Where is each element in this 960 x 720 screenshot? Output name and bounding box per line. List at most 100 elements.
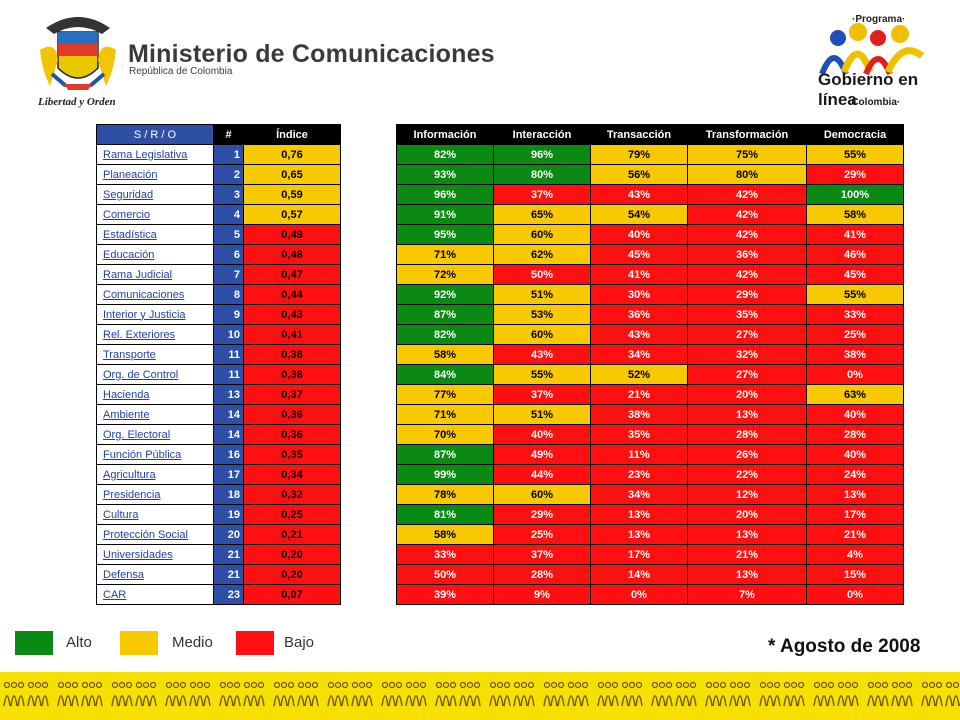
sector-cell[interactable]: Comunicaciones — [96, 284, 214, 305]
person-head-icon — [921, 681, 929, 689]
sector-link[interactable]: Rel. Exteriores — [103, 328, 176, 341]
sector-cell[interactable]: Comercio — [96, 204, 214, 225]
person-head-icon — [567, 681, 575, 689]
rank-cell: 3 — [213, 184, 244, 205]
person-head-icon — [844, 681, 852, 689]
level-cell: 30% — [590, 284, 688, 305]
person-head-icon — [874, 681, 882, 689]
level-cell: 12% — [687, 484, 807, 505]
person-head-icon — [928, 681, 936, 689]
table-row: Interior y Justicia 9 0,43 — [96, 304, 341, 325]
sector-link[interactable]: Org. de Control — [103, 368, 179, 381]
level-cell: 80% — [687, 164, 807, 185]
person-body-icon — [388, 695, 396, 707]
person-head-icon — [27, 681, 35, 689]
sector-link[interactable]: Interior y Justicia — [103, 308, 186, 321]
coat-of-arms-logo — [40, 17, 116, 90]
sector-cell[interactable]: Rama Legislativa — [96, 144, 214, 165]
sector-link[interactable]: Función Pública — [103, 448, 182, 461]
sector-cell[interactable]: Rama Judicial — [96, 264, 214, 285]
sector-link[interactable]: Seguridad — [103, 188, 154, 201]
level-cell: 34% — [590, 344, 688, 365]
sector-link[interactable]: Protección Social — [103, 528, 188, 541]
sector-link[interactable]: Rama Judicial — [103, 268, 173, 281]
person-body-icon — [405, 695, 413, 707]
person-body-icon — [297, 695, 305, 707]
sector-cell[interactable]: Agricultura — [96, 464, 214, 485]
level-cell: 33% — [806, 304, 904, 325]
sector-link[interactable]: Comunicaciones — [103, 288, 185, 301]
person-head-icon — [388, 681, 396, 689]
person-head-icon — [820, 681, 828, 689]
level-cell: 25% — [493, 524, 591, 545]
person-body-icon — [597, 695, 605, 707]
sector-cell[interactable]: Org. de Control — [96, 364, 214, 385]
sector-link[interactable]: Rama Legislativa — [103, 148, 188, 161]
sector-link[interactable]: Org. Electoral — [103, 428, 171, 441]
person-head-icon — [729, 681, 737, 689]
level-cell: 82% — [396, 144, 494, 165]
person-head-icon — [351, 681, 359, 689]
sector-cell[interactable]: Cultura — [96, 504, 214, 525]
sector-cell[interactable]: CAR — [96, 584, 214, 605]
level-cell: 52% — [590, 364, 688, 385]
person-body-icon — [334, 695, 342, 707]
sector-cell[interactable]: Estadística — [96, 224, 214, 245]
rank-cell: 2 — [213, 164, 244, 185]
person-body-icon — [898, 695, 906, 707]
sector-link[interactable]: Hacienda — [103, 388, 150, 401]
sector-link[interactable]: Agricultura — [103, 468, 156, 481]
level-cell: 13% — [590, 524, 688, 545]
person-body-icon — [311, 695, 319, 707]
table-row: 92% 51% 30% 29% 55% — [396, 284, 904, 305]
sector-cell[interactable]: Transporte — [96, 344, 214, 365]
sector-cell[interactable]: Org. Electoral — [96, 424, 214, 445]
person-body-icon — [527, 695, 535, 707]
person-head-icon — [95, 681, 103, 689]
person-head-icon — [473, 681, 481, 689]
sector-cell[interactable]: Educación — [96, 244, 214, 265]
sector-link[interactable]: Ambiente — [103, 408, 150, 421]
sector-cell[interactable]: Protección Social — [96, 524, 214, 545]
sector-cell[interactable]: Rel. Exteriores — [96, 324, 214, 345]
level-cell: 13% — [687, 524, 807, 545]
person-body-icon — [341, 695, 349, 707]
person-body-icon — [952, 695, 960, 707]
sector-link[interactable]: Universidades — [103, 548, 173, 561]
person-body-icon — [651, 695, 659, 707]
table-row: Rel. Exteriores 10 0,41 — [96, 324, 341, 345]
person-head-icon — [341, 681, 349, 689]
index-cell: 0,36 — [243, 424, 341, 445]
level-cell: 72% — [396, 264, 494, 285]
level-cell: 29% — [493, 504, 591, 525]
index-cell: 0,35 — [243, 444, 341, 465]
sector-link[interactable]: Cultura — [103, 508, 139, 521]
sector-cell[interactable]: Planeación — [96, 164, 214, 185]
table-row: 77% 37% 21% 20% 63% — [396, 384, 904, 405]
sector-cell[interactable]: Función Pública — [96, 444, 214, 465]
sector-cell[interactable]: Presidencia — [96, 484, 214, 505]
sector-cell[interactable]: Ambiente — [96, 404, 214, 425]
sector-cell[interactable]: Hacienda — [96, 384, 214, 405]
rank-cell: 8 — [213, 284, 244, 305]
person-body-icon — [837, 695, 845, 707]
sector-cell[interactable]: Defensa — [96, 564, 214, 585]
sector-cell[interactable]: Interior y Justicia — [96, 304, 214, 325]
index-cell: 0,59 — [243, 184, 341, 205]
sector-link[interactable]: Transporte — [103, 348, 156, 361]
level-cell: 40% — [590, 224, 688, 245]
sector-link[interactable]: Presidencia — [103, 488, 161, 501]
sector-link[interactable]: Educación — [103, 248, 155, 261]
index-cell: 0,36 — [243, 404, 341, 425]
sector-cell[interactable]: Universidades — [96, 544, 214, 565]
sector-link[interactable]: Planeación — [103, 168, 158, 181]
sector-link[interactable]: Estadística — [103, 228, 157, 241]
person-head-icon — [527, 681, 535, 689]
sector-cell[interactable]: Seguridad — [96, 184, 214, 205]
person-head-icon — [682, 681, 690, 689]
sector-link[interactable]: Defensa — [103, 568, 144, 581]
level-cell: 14% — [590, 564, 688, 585]
sector-link[interactable]: CAR — [103, 588, 127, 601]
sector-link[interactable]: Comercio — [103, 208, 151, 221]
level-cell: 21% — [806, 524, 904, 545]
